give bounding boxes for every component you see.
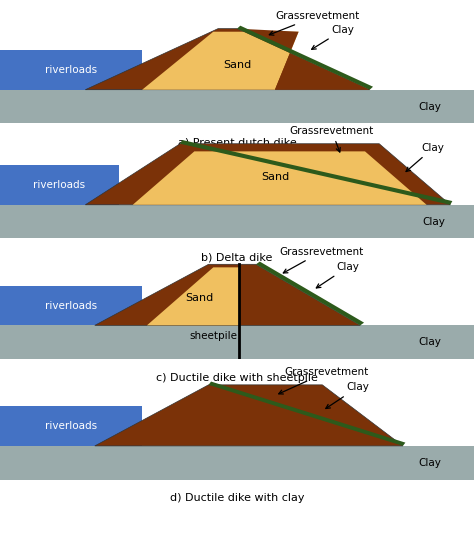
Text: Grassrevetment: Grassrevetment <box>290 126 374 152</box>
Text: Sand: Sand <box>261 172 289 182</box>
Text: Clay: Clay <box>406 143 445 172</box>
Polygon shape <box>147 267 239 326</box>
Text: sheetpile: sheetpile <box>189 331 237 341</box>
Text: Grassrevetment: Grassrevetment <box>279 367 369 394</box>
Polygon shape <box>0 326 474 359</box>
Text: Clay: Clay <box>423 216 446 226</box>
Polygon shape <box>237 26 373 90</box>
Polygon shape <box>0 90 474 123</box>
Polygon shape <box>0 165 118 205</box>
Text: riverloads: riverloads <box>33 180 85 190</box>
Polygon shape <box>85 144 450 205</box>
Text: Clay: Clay <box>311 25 355 49</box>
Text: riverloads: riverloads <box>45 421 97 431</box>
Text: riverloads: riverloads <box>45 65 97 75</box>
Text: Clay: Clay <box>326 383 369 408</box>
Text: c) Ductile dike with sheetpile: c) Ductile dike with sheetpile <box>156 373 318 383</box>
Polygon shape <box>209 381 405 446</box>
Polygon shape <box>0 446 474 480</box>
Text: riverloads: riverloads <box>45 300 97 311</box>
Polygon shape <box>0 406 142 446</box>
Text: Sand: Sand <box>223 60 251 70</box>
Polygon shape <box>0 205 474 238</box>
Text: a) Present dutch dike: a) Present dutch dike <box>178 137 296 147</box>
Polygon shape <box>142 32 299 90</box>
Polygon shape <box>85 28 370 90</box>
Text: Clay: Clay <box>418 337 441 347</box>
Polygon shape <box>0 50 142 90</box>
Polygon shape <box>0 286 142 326</box>
Text: Grassrevetment: Grassrevetment <box>280 247 364 273</box>
Text: d) Ductile dike with clay: d) Ductile dike with clay <box>170 493 304 503</box>
Polygon shape <box>180 140 452 205</box>
Polygon shape <box>95 264 360 326</box>
Polygon shape <box>95 385 403 446</box>
Polygon shape <box>133 151 427 205</box>
Text: Grassrevetment: Grassrevetment <box>269 11 359 35</box>
Text: Clay: Clay <box>418 458 441 467</box>
Polygon shape <box>237 28 370 90</box>
Text: Clay: Clay <box>418 101 441 111</box>
Text: Sand: Sand <box>185 293 213 303</box>
Polygon shape <box>256 261 364 326</box>
Text: b) Delta dike: b) Delta dike <box>201 252 273 262</box>
Text: Clay: Clay <box>316 262 359 288</box>
